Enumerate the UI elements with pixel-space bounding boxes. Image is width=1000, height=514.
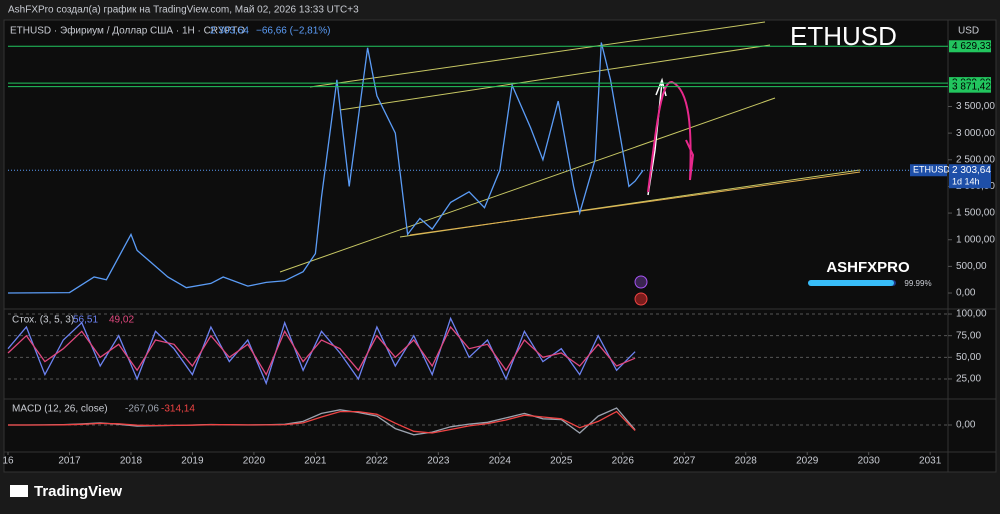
- y-tick-label: 50,00: [956, 352, 981, 363]
- pane-title: Стох. (3, 5, 3): [12, 315, 74, 326]
- brand-bar-fill: [808, 280, 894, 286]
- event-icon[interactable]: [634, 275, 648, 289]
- y-tick-label: 1 500,00: [956, 208, 995, 219]
- pane-title: MACD (12, 26, close): [12, 404, 108, 415]
- x-tick-label: 2021: [304, 456, 327, 467]
- y-tick-label: 0,00: [956, 420, 976, 431]
- series-line: [7, 316, 636, 386]
- event-icon[interactable]: [634, 292, 648, 306]
- currency: USD: [958, 26, 979, 37]
- y-tick-label: 100,00: [956, 309, 987, 320]
- series-line: [7, 42, 644, 294]
- x-tick-label: 2023: [427, 456, 450, 467]
- x-tick-label: 2025: [550, 456, 573, 467]
- brand-name: ASHFXPRO: [826, 259, 910, 276]
- price-tag: [949, 164, 991, 189]
- countdown: 1d 14h: [952, 177, 980, 187]
- chart-area: [3, 19, 997, 473]
- pane-value: 49,02: [109, 315, 134, 326]
- y-tick-label: 25,00: [956, 374, 981, 385]
- level-tag: [949, 40, 991, 53]
- symbol-tag-label: ETHUSD: [913, 165, 951, 175]
- y-tick-label: 2 500,00: [956, 154, 995, 165]
- trendline: [309, 21, 766, 88]
- last-price: 2 303,64: [210, 26, 249, 37]
- price-tag-label: 2 303,64: [952, 165, 991, 176]
- y-tick-label: 500,00: [956, 261, 987, 272]
- level-tag: [949, 80, 991, 93]
- y-tick-label: 3 500,00: [956, 101, 995, 112]
- y-tick-label: 1 000,00: [956, 234, 995, 245]
- x-tick-label: 2018: [120, 456, 143, 467]
- series-line: [7, 325, 636, 377]
- pane-value: 56,51: [73, 315, 98, 326]
- x-tick-label: 16: [2, 456, 14, 467]
- x-tick-label: 2020: [243, 456, 266, 467]
- symbol: ETHUSD · Эфириум / Доллар США · 1H · CRY…: [10, 25, 245, 37]
- y-tick-label: 75,00: [956, 330, 981, 341]
- trendline: [409, 171, 861, 236]
- x-tick-label: 2022: [366, 456, 389, 467]
- x-tick-label: 2026: [612, 456, 635, 467]
- y-tick-label: 3 000,00: [956, 128, 995, 139]
- pane-value: -267,06: [125, 404, 159, 415]
- level-label: 4 629,33: [952, 41, 991, 52]
- trendline: [339, 44, 771, 111]
- forecast-path: [647, 81, 695, 193]
- x-tick-label: 2029: [796, 456, 819, 467]
- symbol-tag: [910, 164, 947, 177]
- change: −66,66 (−2,81%): [256, 26, 331, 37]
- x-tick-label: 2028: [735, 456, 758, 467]
- pane-value: -314,14: [161, 404, 195, 415]
- logo-mark: [10, 485, 28, 497]
- x-tick-label: 2019: [181, 456, 204, 467]
- y-tick-label: 0,00: [956, 288, 976, 299]
- x-tick-label: 2031: [919, 456, 942, 467]
- x-tick-label: 2024: [489, 456, 512, 467]
- x-tick-label: 2017: [58, 456, 81, 467]
- x-tick-label: 2027: [673, 456, 696, 467]
- series-line: [8, 410, 636, 434]
- brand-percent: 99.99%: [904, 279, 931, 288]
- trendline: [279, 97, 776, 273]
- header-text: AshFXPro создал(а) график на TradingView…: [8, 4, 359, 16]
- trendlines: [279, 21, 861, 273]
- footer-logo: TradingView: [34, 483, 122, 500]
- level-label: 3 871,42: [952, 81, 991, 92]
- x-tick-label: 2030: [858, 456, 881, 467]
